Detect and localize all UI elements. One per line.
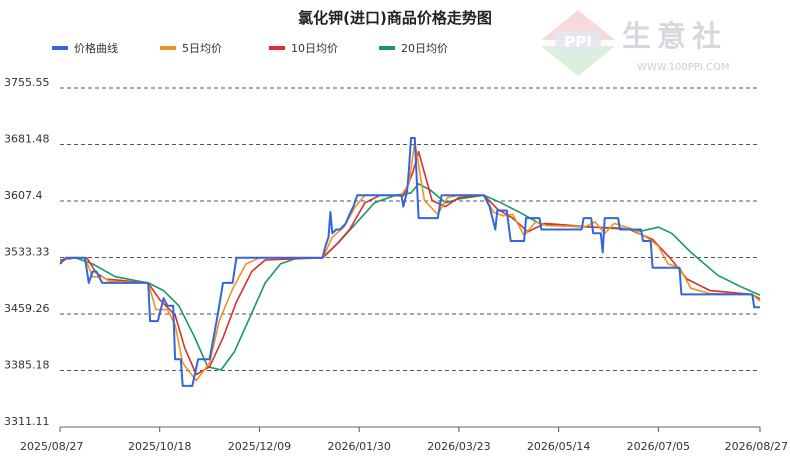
x-tick-label: 2025/10/18 — [128, 440, 191, 453]
watermark-logo: PPI 生意社 WWW.100PPI.COM — [541, 10, 729, 76]
grid-lines — [60, 87, 760, 428]
legend-swatch-ma5 — [160, 46, 176, 50]
legend-label-price: 价格曲线 — [74, 41, 118, 55]
watermark-logo-text: PPI — [564, 33, 592, 51]
chart-title: 氯化钾(进口)商品价格走势图 — [298, 9, 492, 27]
x-tick-label: 2026/08/27 — [725, 440, 788, 453]
series-layer — [59, 137, 761, 387]
legend-swatch-ma20 — [379, 46, 395, 50]
watermark-diamond-bottom-icon — [541, 46, 615, 76]
x-tick-label: 2025/12/09 — [228, 440, 291, 453]
x-axis: 2025/08/27 2025/10/18 2025/12/09 2026/01/30… — [20, 427, 788, 453]
legend-label-ma20: 20日均价 — [401, 42, 448, 55]
series-line-ma20 — [59, 183, 761, 371]
y-tick-label: 3459.26 — [4, 302, 50, 315]
series-line-ma5 — [59, 141, 761, 382]
legend: 价格曲线 5日均价 10日均价 20日均价 — [52, 41, 448, 55]
x-tick-label: 2026/05/14 — [527, 440, 590, 453]
series-line-price — [59, 137, 760, 387]
watermark-brand: 生意社 — [622, 19, 727, 53]
y-tick-label: 3533.33 — [4, 246, 50, 259]
y-tick-label: 3755.55 — [4, 76, 50, 89]
x-tick-label: 2026/01/30 — [327, 440, 390, 453]
legend-label-ma10: 10日均价 — [291, 42, 338, 55]
legend-swatch-price — [52, 46, 68, 50]
x-tick-label: 2026/07/05 — [627, 440, 690, 453]
legend-swatch-ma10 — [269, 46, 285, 50]
y-tick-label: 3385.18 — [4, 359, 50, 372]
watermark-logo-box — [555, 31, 601, 51]
y-tick-label: 3311.11 — [4, 415, 50, 428]
x-tick-label: 2025/08/27 — [20, 440, 83, 453]
y-tick-label: 3681.48 — [4, 132, 50, 145]
y-axis: 3311.11 3385.18 3459.26 3533.33 3607.4 3681.4… — [4, 76, 50, 428]
series-line-ma10 — [59, 150, 761, 376]
watermark-url: WWW.100PPI.COM — [637, 62, 729, 73]
y-tick-label: 3607.4 — [4, 189, 43, 202]
legend-label-ma5: 5日均价 — [182, 42, 222, 55]
x-tick-label: 2026/03/23 — [427, 440, 490, 453]
